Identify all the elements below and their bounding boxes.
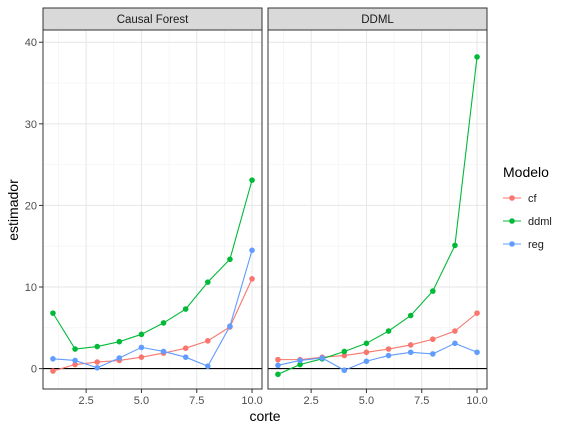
data-point-reg	[430, 351, 436, 357]
data-point-ddml	[183, 306, 189, 312]
legend-label-cf: cf	[528, 193, 538, 205]
legend-key-point-ddml	[509, 218, 515, 224]
data-point-reg	[297, 358, 303, 364]
facet-strip-label: Causal Forest	[117, 14, 189, 26]
data-point-cf	[50, 368, 56, 374]
data-point-ddml	[94, 344, 100, 350]
data-point-cf	[249, 276, 255, 282]
data-point-ddml	[117, 339, 123, 345]
x-tick-label: 2.5	[78, 395, 93, 407]
x-tick-label: 10.0	[241, 395, 262, 407]
y-axis-title: estimador	[5, 179, 21, 241]
data-point-reg	[275, 363, 281, 369]
data-point-ddml	[386, 328, 392, 334]
data-point-ddml	[430, 288, 436, 294]
data-point-reg	[386, 353, 392, 359]
data-point-reg	[161, 349, 167, 355]
data-point-cf	[430, 336, 436, 342]
panel-1: Causal Forest 2.5 5.0 7.5 10.0	[43, 8, 263, 407]
legend-key-point-cf	[509, 195, 515, 201]
data-point-ddml	[474, 54, 480, 60]
data-point-reg	[319, 355, 325, 361]
y-tick-label: 20	[25, 200, 37, 212]
x-tick-label: 10.0	[466, 395, 487, 407]
y-tick-label: 40	[25, 37, 37, 49]
x-tick-label: 5.0	[134, 395, 149, 407]
x-tick-label: 2.5	[303, 395, 318, 407]
data-point-cf	[386, 346, 392, 352]
data-point-reg	[452, 341, 458, 347]
plot-area	[268, 30, 487, 389]
data-point-ddml	[72, 346, 78, 352]
data-point-reg	[72, 358, 78, 364]
data-point-reg	[117, 355, 123, 361]
data-point-cf	[408, 342, 414, 348]
data-point-ddml	[161, 320, 167, 326]
data-point-cf	[94, 359, 100, 365]
panel-2: DDML 2.5 5.0 7.5 10.0	[268, 8, 488, 407]
y-tick-label: 30	[25, 119, 37, 131]
legend-title: Modelo	[503, 164, 549, 180]
data-point-reg	[205, 363, 211, 369]
data-point-reg	[474, 349, 480, 355]
data-point-reg	[50, 356, 56, 362]
legend-key-point-reg	[509, 241, 515, 247]
x-tick-label: 5.0	[359, 395, 374, 407]
data-point-ddml	[452, 243, 458, 249]
data-point-cf	[139, 354, 145, 360]
y-tick-label: 0	[31, 364, 37, 376]
data-point-cf	[183, 345, 189, 351]
x-tick-label: 7.5	[414, 395, 429, 407]
data-point-ddml	[364, 341, 370, 347]
data-point-ddml	[139, 332, 145, 338]
data-point-reg	[227, 323, 233, 329]
facet-strip-label: DDML	[361, 14, 394, 26]
data-point-cf	[205, 338, 211, 344]
data-point-cf	[364, 349, 370, 355]
data-point-reg	[249, 247, 255, 253]
data-point-reg	[342, 367, 348, 373]
x-tick-label: 7.5	[189, 395, 204, 407]
data-point-cf	[275, 357, 281, 363]
x-axis-title: corte	[249, 408, 280, 424]
data-point-ddml	[249, 177, 255, 183]
data-point-reg	[408, 349, 414, 355]
data-point-reg	[183, 354, 189, 360]
data-point-ddml	[275, 372, 281, 378]
data-point-ddml	[50, 310, 56, 316]
data-point-cf	[474, 310, 480, 316]
data-point-ddml	[342, 349, 348, 355]
legend-label-ddml: ddml	[528, 216, 552, 228]
y-tick-label: 10	[25, 282, 37, 294]
legend-label-reg: reg	[528, 239, 544, 251]
data-point-cf	[452, 328, 458, 334]
data-point-reg	[364, 358, 370, 364]
data-point-reg	[94, 365, 100, 371]
data-point-ddml	[408, 313, 414, 319]
data-point-reg	[139, 345, 145, 351]
data-point-ddml	[227, 256, 233, 262]
plot-area	[43, 30, 262, 389]
data-point-ddml	[205, 279, 211, 285]
